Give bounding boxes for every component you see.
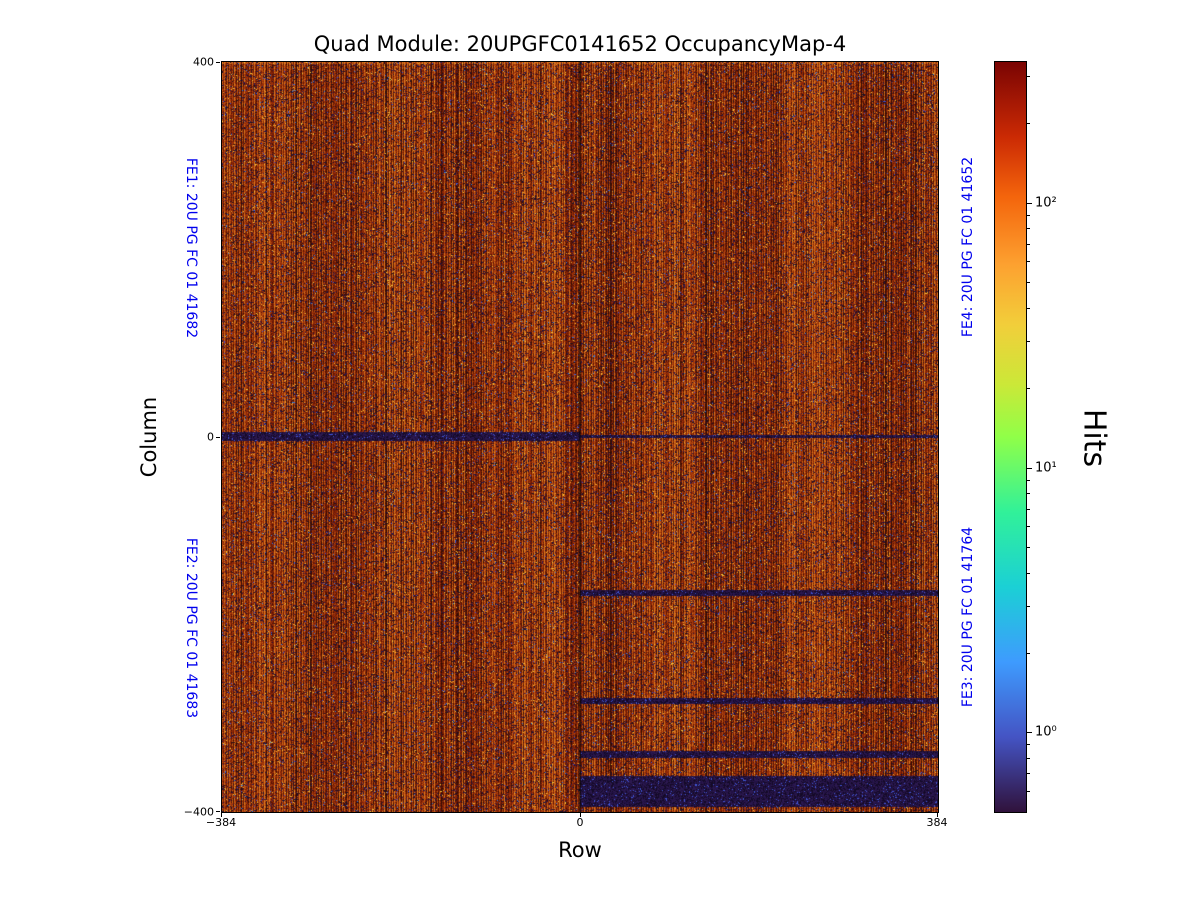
x-axis-tick <box>937 813 938 817</box>
colorbar-tick <box>1027 547 1030 549</box>
colorbar-tick <box>1027 479 1030 481</box>
y-axis-tick <box>216 811 220 812</box>
colorbar-tick <box>1027 508 1030 510</box>
y-tick-label: 400 <box>193 55 214 69</box>
colorbar-tick-label-100: 10² <box>1035 195 1057 211</box>
x-tick-label: 0 <box>576 816 584 829</box>
y-tick-label: −400 <box>183 805 214 819</box>
fe1-chip-label: FE1: 20U PG FC 01 41682 <box>183 157 199 339</box>
colorbar-tick-label-10: 10¹ <box>1035 460 1057 476</box>
colorbar-tick <box>1027 123 1030 125</box>
fe4-chip-label: FE4: 20U PG FC 01 41652 <box>960 156 976 338</box>
colorbar-tick <box>1027 341 1030 343</box>
colorbar-tick <box>1027 652 1030 654</box>
x-axis-label: Row <box>558 838 602 862</box>
x-tick-label: 384 <box>926 816 948 829</box>
colorbar-axis-label: Hits <box>1076 408 1112 468</box>
chart-title: Quad Module: 20UPGFC0141652 OccupancyMap… <box>313 32 847 56</box>
colorbar-tick <box>1027 214 1030 216</box>
colorbar-tick <box>1027 493 1030 495</box>
colorbar <box>994 61 1027 813</box>
colorbar-tick <box>1027 202 1032 204</box>
colorbar-tick <box>1027 757 1030 759</box>
y-axis-label: Column <box>137 396 161 478</box>
colorbar-tick <box>1027 308 1030 310</box>
colorbar-tick <box>1027 744 1030 746</box>
colorbar-tick <box>1027 282 1030 284</box>
x-axis-tick <box>221 813 222 817</box>
colorbar-tick <box>1027 605 1030 607</box>
colorbar-tick <box>1027 526 1030 528</box>
plot-area <box>221 61 939 813</box>
colorbar-tick <box>1027 387 1030 389</box>
x-axis-tick <box>580 813 581 817</box>
colorbar-ticks <box>1027 62 1035 812</box>
colorbar-tick <box>1027 572 1030 574</box>
fe2-chip-label: FE2: 20U PG FC 01 41683 <box>183 537 199 719</box>
colorbar-tick <box>1027 467 1032 469</box>
colorbar-tick <box>1027 243 1030 245</box>
colorbar-tick <box>1027 732 1032 734</box>
colorbar-tick <box>1027 76 1030 78</box>
colorbar-tick <box>1027 773 1030 775</box>
y-axis-tick <box>216 437 220 438</box>
colorbar-tick-label-1: 10⁰ <box>1035 724 1057 740</box>
colorbar-tick <box>1027 261 1030 263</box>
colorbar-tick <box>1027 228 1030 230</box>
y-axis-tick <box>216 62 220 63</box>
colorbar-gradient <box>995 62 1026 812</box>
colorbar-tick <box>1027 791 1030 793</box>
x-tick-label: −384 <box>205 816 237 829</box>
y-tick-label: 0 <box>207 430 214 444</box>
fe3-chip-label: FE3: 20U PG FC 01 41764 <box>960 526 976 708</box>
occupancy-heatmap <box>222 62 938 812</box>
